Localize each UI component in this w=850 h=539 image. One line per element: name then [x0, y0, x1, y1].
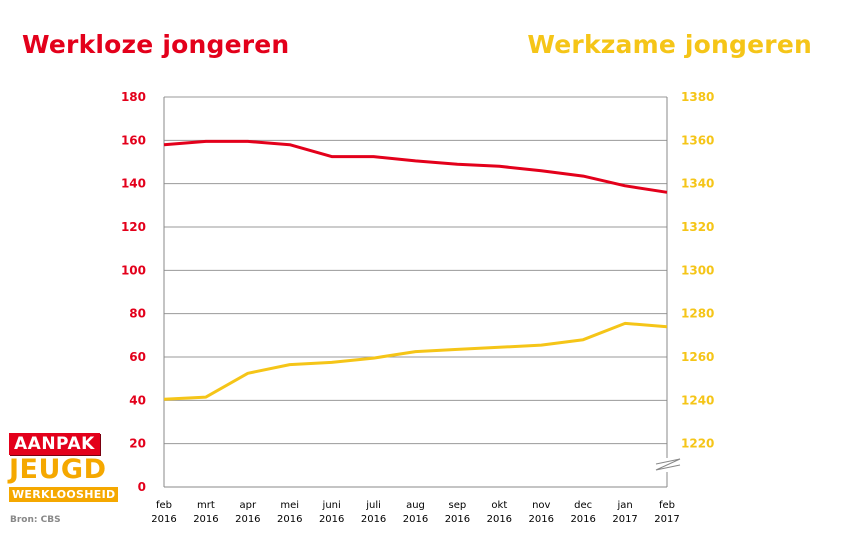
y-left-tick-label: 0 — [138, 480, 146, 494]
x-tick-label-month: mrt — [197, 500, 215, 511]
x-tick-label-year: 2016 — [570, 514, 595, 525]
y-left-tick-label: 60 — [129, 350, 146, 364]
x-tick-label-year: 2016 — [193, 514, 218, 525]
axes — [163, 97, 681, 488]
x-tick-label-year: 2016 — [529, 514, 554, 525]
logo-aanpak-text: AANPAK — [9, 433, 100, 455]
x-tick-label-month: juli — [365, 500, 381, 511]
y-right-tick-label: 1340 — [681, 177, 714, 191]
x-tick-label-year: 2017 — [654, 514, 679, 525]
y-left-tick-label: 20 — [129, 437, 146, 451]
series-line-right — [163, 321, 668, 401]
x-tick-label-year: 2016 — [487, 514, 512, 525]
axis-break-mark — [655, 458, 681, 471]
x-tick-label-year: 2016 — [319, 514, 344, 525]
x-tick-label-month: juni — [322, 500, 341, 511]
series-lines — [163, 139, 668, 401]
x-tick-label-month: jan — [616, 500, 632, 511]
y-left-tick-label: 80 — [129, 307, 146, 321]
title-right: Werkzame jongeren — [527, 30, 812, 59]
x-tick-label-year: 2016 — [445, 514, 470, 525]
y-left-tick-label: 100 — [121, 263, 146, 277]
x-tick-label-year: 2016 — [235, 514, 260, 525]
y-left-tick-label: 40 — [129, 393, 146, 407]
x-tick-label-month: sep — [449, 500, 467, 511]
logo-werkloosheid-text: WERKLOOSHEID — [9, 487, 119, 502]
y-left-tick-label: 160 — [121, 133, 146, 147]
x-tick-label-year: 2016 — [277, 514, 302, 525]
x-tick-label-year: 2016 — [151, 514, 176, 525]
title-left: Werkloze jongeren — [22, 30, 290, 59]
y-left-tick-label: 140 — [121, 177, 146, 191]
logo-jeugd-text: JEUGD — [9, 454, 107, 485]
y-right-tick-label: 1280 — [681, 307, 714, 321]
series-line-left — [163, 139, 668, 194]
x-tick-label-year: 2017 — [612, 514, 637, 525]
x-tick-label-month: feb — [659, 500, 675, 511]
y-right-tick-label: 1320 — [681, 220, 714, 234]
y-axis-left-ticks: 0 20 40 60 80 100 120 140 160 180 — [121, 90, 146, 494]
x-tick-label-month: nov — [532, 500, 550, 511]
y-right-tick-label: 1360 — [681, 133, 714, 147]
x-axis-ticks: feb 2016 mrt 2016 apr 2016 mei 2016 juni 2016 juli… — [151, 500, 679, 525]
x-tick-label-month: mei — [280, 500, 299, 511]
source-label: Bron: CBS — [10, 515, 61, 525]
x-tick-label-month: dec — [574, 500, 592, 511]
x-tick-label-month: aug — [406, 500, 425, 511]
y-left-tick-label: 120 — [121, 220, 146, 234]
grid-lines — [164, 96, 667, 445]
y-right-tick-label: 1220 — [681, 437, 714, 451]
y-left-tick-label: 180 — [121, 90, 146, 104]
y-right-tick-label: 1300 — [681, 263, 714, 277]
x-tick-label-month: feb — [156, 500, 172, 511]
x-tick-label-year: 2016 — [403, 514, 428, 525]
x-tick-label-year: 2016 — [361, 514, 386, 525]
y-right-tick-label: 1380 — [681, 90, 714, 104]
y-right-tick-label: 1260 — [681, 350, 714, 364]
x-tick-label-month: okt — [491, 500, 507, 511]
x-tick-label-month: apr — [240, 500, 257, 511]
y-right-tick-label: 1240 — [681, 393, 714, 407]
y-axis-right-ticks: 1220 1240 1260 1280 1300 1320 1340 1360 1380 — [681, 90, 714, 451]
aanpak-logo: AANPAK JEUGD WERKLOOSHEID — [9, 433, 119, 502]
